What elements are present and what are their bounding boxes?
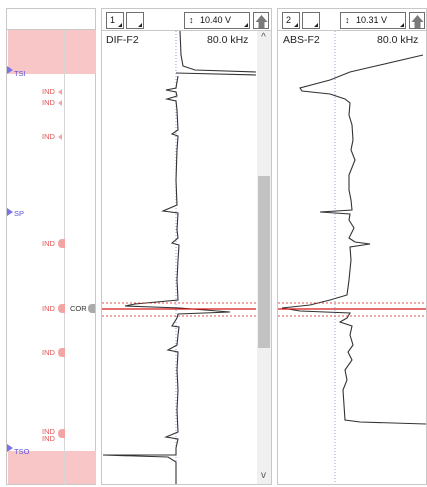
tso-label: TSO <box>14 447 30 456</box>
ind-label: IND <box>42 87 55 96</box>
ind-marker-icon[interactable] <box>58 429 65 438</box>
cor-label: COR <box>70 304 87 313</box>
ind-label: IND <box>42 427 55 436</box>
ind-marker-icon[interactable] <box>58 89 62 95</box>
cor-marker-icon[interactable] <box>88 304 95 313</box>
annotation-header <box>6 8 96 30</box>
ind-marker-icon[interactable] <box>58 134 62 140</box>
ind-marker-icon[interactable] <box>58 239 65 248</box>
dif-trace <box>102 30 257 484</box>
ind-label: IND <box>42 434 55 443</box>
frequency-label: 80.0 kHz <box>377 34 419 46</box>
sp-label: SP <box>14 209 25 218</box>
tube-sheet-outlet-zone <box>8 451 96 484</box>
option-select-button[interactable] <box>126 12 144 29</box>
ind-marker-icon[interactable] <box>58 348 65 357</box>
ind-marker-icon[interactable] <box>58 304 65 313</box>
tube-sheet-inlet-zone <box>8 30 96 74</box>
scroll-down-icon[interactable]: v <box>261 470 266 481</box>
tsi-marker-icon[interactable] <box>7 66 13 74</box>
up-button[interactable] <box>253 12 269 29</box>
panel-toolbar: 1 ↕ 10.40 V <box>102 9 271 31</box>
channel-select-button[interactable]: 1 <box>106 12 124 29</box>
vertical-double-arrow-icon: ↕ <box>189 15 194 25</box>
strip-chart-panel-1: 1 ↕ 10.40 V <box>101 8 272 485</box>
voltage-span-control[interactable]: ↕ 10.40 V <box>184 12 250 29</box>
channel-number: 2 <box>286 15 292 25</box>
ind-label: IND <box>42 348 55 357</box>
voltage-span-control[interactable]: ↕ 10.31 V <box>340 12 406 29</box>
panel-toolbar: 2 ↕ 10.31 V <box>278 9 426 31</box>
channel-select-button[interactable]: 2 <box>282 12 300 29</box>
option-select-button[interactable] <box>302 12 320 29</box>
sp-marker-icon[interactable] <box>7 208 13 216</box>
scrollbar-thumb[interactable] <box>258 176 270 348</box>
ind-label: IND <box>42 239 55 248</box>
ind-label: IND <box>42 132 55 141</box>
channel-name: ABS-F2 <box>283 34 320 46</box>
vertical-double-arrow-icon: ↕ <box>345 15 350 25</box>
tsi-label: TSI <box>14 69 26 78</box>
frequency-label: 80.0 kHz <box>207 34 249 46</box>
scroll-up-icon[interactable]: ^ <box>261 32 266 43</box>
up-button[interactable] <box>409 12 425 29</box>
channel-number: 1 <box>110 15 116 25</box>
annotation-divider <box>64 30 65 485</box>
voltage-value: 10.40 V <box>200 15 232 25</box>
abs-trace <box>281 54 427 425</box>
ind-label: IND <box>42 304 55 313</box>
annotation-strip <box>6 30 96 485</box>
up-arrow-icon <box>255 15 268 28</box>
voltage-value: 10.31 V <box>356 15 388 25</box>
ind-marker-icon[interactable] <box>58 100 62 106</box>
channel-name: DIF-F2 <box>106 34 139 46</box>
vertical-scrollbar[interactable] <box>257 31 271 484</box>
tso-marker-icon[interactable] <box>7 444 13 452</box>
up-arrow-icon <box>411 15 424 28</box>
ind-label: IND <box>42 98 55 107</box>
